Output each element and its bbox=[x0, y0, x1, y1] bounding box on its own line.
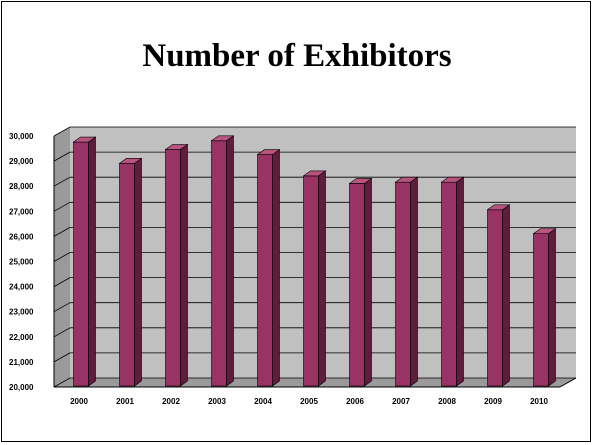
axes bbox=[53, 136, 577, 388]
y-tick-label: 20,000 bbox=[9, 383, 34, 392]
bar-front bbox=[441, 181, 457, 387]
x-tick-label: 2001 bbox=[116, 397, 134, 406]
bar-side bbox=[502, 204, 510, 387]
y-tick-label: 25,000 bbox=[9, 258, 34, 267]
gridline-side bbox=[53, 327, 71, 338]
x-tick-label: 2006 bbox=[346, 397, 364, 406]
bar-top bbox=[164, 144, 189, 150]
y-tick-label: 30,000 bbox=[9, 132, 34, 141]
gridline-side bbox=[53, 201, 71, 212]
bar-front bbox=[487, 209, 503, 387]
bar-side bbox=[272, 148, 280, 387]
floor-edge bbox=[559, 377, 577, 388]
bar-side bbox=[456, 176, 464, 387]
y-tick-label: 27,000 bbox=[9, 207, 34, 216]
x-tick-label: 2003 bbox=[208, 397, 226, 406]
bar-front bbox=[303, 175, 319, 387]
bar-top bbox=[256, 149, 281, 155]
bar-side bbox=[226, 135, 234, 387]
bar-front bbox=[211, 140, 227, 387]
bar-side bbox=[134, 157, 142, 387]
gridline-side bbox=[53, 252, 71, 262]
gridline-side bbox=[53, 377, 71, 388]
y-axis-tick-labels: 20,000 21,000 22,000 23,000 24,000 25,000 26,0… bbox=[9, 132, 34, 392]
bar-side bbox=[364, 177, 372, 387]
bar-front bbox=[395, 181, 411, 387]
x-tick-label: 2009 bbox=[484, 397, 502, 406]
x-tick-label: 2007 bbox=[392, 397, 410, 406]
bar-side bbox=[180, 143, 188, 387]
x-tick-label: 2002 bbox=[162, 397, 180, 406]
bar-front bbox=[257, 154, 273, 387]
gridline-side bbox=[53, 151, 71, 162]
bar-front bbox=[119, 163, 135, 387]
y-tick-label: 26,000 bbox=[9, 232, 34, 241]
x-tick-label: 2010 bbox=[530, 397, 548, 406]
x-tick-label: 2005 bbox=[300, 397, 318, 406]
bar-top bbox=[486, 204, 511, 211]
bar-top bbox=[72, 136, 97, 143]
gridline-side bbox=[53, 302, 71, 313]
bar-top bbox=[348, 178, 373, 184]
chart-title: Number of Exhibitors bbox=[142, 38, 452, 74]
bar-front bbox=[349, 183, 365, 387]
y-tick-label: 24,000 bbox=[9, 283, 34, 292]
y-tick-label: 21,000 bbox=[9, 358, 34, 367]
x-tick-label: 2008 bbox=[438, 397, 456, 406]
y-tick-label: 22,000 bbox=[9, 333, 34, 342]
bar-side bbox=[88, 136, 96, 387]
bar-front bbox=[533, 233, 549, 387]
gridline-side bbox=[53, 277, 71, 287]
bar-top bbox=[118, 158, 143, 164]
gridline-side bbox=[53, 227, 71, 237]
bar-top bbox=[440, 176, 465, 183]
x-axis-tick-labels: 2000 2001 2002 2003 2004 2005 2006 2007 2008 2009… bbox=[70, 397, 548, 406]
y-tick-label: 23,000 bbox=[9, 308, 34, 317]
bar-front bbox=[165, 149, 181, 387]
y-tick-label: 29,000 bbox=[9, 157, 34, 166]
x-tick-label: 2004 bbox=[254, 397, 272, 406]
bar-side bbox=[548, 228, 556, 387]
bar-top bbox=[394, 176, 419, 183]
bar-side bbox=[318, 170, 326, 387]
gridline-side bbox=[53, 352, 71, 363]
bar-front bbox=[73, 141, 89, 387]
bar-top bbox=[210, 135, 235, 142]
gridline-side bbox=[53, 126, 71, 137]
gridline-side bbox=[53, 176, 71, 187]
bar-top bbox=[302, 170, 327, 177]
x-tick-label: 2000 bbox=[70, 397, 88, 406]
bar-side bbox=[410, 176, 418, 387]
bar-top bbox=[532, 228, 557, 234]
bars bbox=[72, 135, 557, 387]
y-tick-label: 28,000 bbox=[9, 182, 34, 191]
